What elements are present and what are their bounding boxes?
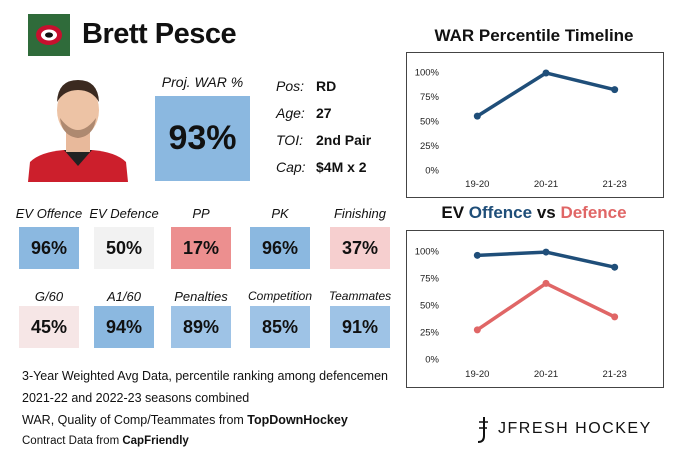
toi-value: 2nd Pair	[316, 132, 372, 148]
stat-box-pk: 96%	[250, 227, 310, 269]
note-seasons: 2021-22 and 2022-23 seasons combined	[22, 391, 250, 405]
ev-line-defence	[476, 281, 616, 332]
stat-label-g60: G/60	[34, 289, 64, 304]
war-point-war	[542, 69, 550, 77]
brand-name: JFRESH HOCKEY	[498, 420, 652, 437]
stat-box-penalties: 89%	[171, 306, 231, 348]
stat-box-a160: 94%	[94, 306, 154, 348]
note-data-method: 3-Year Weighted Avg Data, percentile ran…	[22, 369, 388, 383]
stat-label-penalties: Penalties	[174, 289, 228, 304]
toi-label: TOI:	[276, 132, 303, 148]
war-ytick: 100%	[415, 68, 440, 79]
note-war-source: WAR, Quality of Comp/Teammates from TopD…	[22, 413, 348, 427]
stat-box-g60: 45%	[19, 306, 79, 348]
chart-frame-war: 100% 75% 50% 25% 0% 19-20 20-21 21-23	[406, 52, 664, 198]
ev-point-defence	[611, 313, 619, 321]
ev-ytick: 75%	[420, 274, 440, 285]
ev-point-offence	[611, 263, 619, 271]
war-xtick: 19-20	[465, 179, 489, 190]
stat-box-pp: 17%	[171, 227, 231, 269]
war-ytick: 50%	[420, 117, 440, 128]
stat-label-pp: PP	[192, 206, 210, 221]
stat-box-competition: 85%	[250, 306, 310, 348]
note-war-source-prefix: WAR, Quality of Comp/Teammates from	[22, 413, 248, 427]
stat-label-ev-defence: EV Defence	[89, 206, 159, 221]
note-war-source-name: TopDownHockey	[247, 413, 348, 427]
chart-frame-ev: 100% 75% 50% 25% 0% 19-20 20-21 21-23	[406, 230, 664, 388]
chart-title-ev-lead: EV	[441, 203, 469, 222]
stat-box-teammates: 91%	[330, 306, 390, 348]
chart-title-ev: EV Offence vs Defence	[400, 203, 668, 223]
war-point-war	[473, 112, 481, 120]
war-ytick: 0%	[425, 166, 439, 177]
war-ytick: 75%	[420, 92, 440, 103]
age-value: 27	[316, 105, 332, 121]
cap-label: Cap:	[276, 159, 306, 175]
war-point-war	[611, 86, 619, 94]
proj-war-value: 93%	[155, 96, 250, 181]
chart-title-ev-mid: vs	[532, 203, 561, 222]
proj-war-label: Proj. WAR %	[161, 74, 244, 90]
team-logo	[28, 14, 70, 56]
note-contract-source: Contract Data from CapFriendly	[22, 435, 189, 447]
ev-point-defence	[542, 279, 550, 287]
chart-title-ev-defence: Defence	[560, 203, 627, 222]
jfresh-logo-icon	[477, 417, 488, 443]
war-ytick: 25%	[420, 141, 440, 152]
ev-ytick: 100%	[415, 247, 440, 258]
player-photo	[28, 80, 128, 182]
ev-xtick: 19-20	[465, 369, 489, 380]
ev-point-defence	[473, 326, 481, 334]
chart-ev-offence-defence: 100% 75% 50% 25% 0% 19-20 20-21 21-23	[415, 247, 627, 381]
chart-title-ev-offence: Offence	[468, 203, 533, 222]
stat-box-finishing: 37%	[330, 227, 390, 269]
stat-label-teammates: Teammates	[328, 289, 392, 303]
stat-label-ev-offence: EV Offence	[15, 206, 83, 221]
hurricanes-logo-icon	[36, 25, 62, 45]
chart-title-war: WAR Percentile Timeline	[434, 26, 634, 45]
war-xtick: 20-21	[534, 179, 558, 190]
stat-box-ev-offence: 96%	[19, 227, 79, 269]
war-xtick: 21-23	[603, 179, 627, 190]
stat-label-finishing: Finishing	[333, 206, 387, 221]
note-contract-source-name: CapFriendly	[122, 435, 189, 447]
ev-xtick: 20-21	[534, 369, 558, 380]
cap-value: $4M x 2	[316, 159, 367, 175]
ev-xtick: 21-23	[603, 369, 627, 380]
note-contract-source-prefix: Contract Data from	[22, 435, 123, 447]
pos-value: RD	[316, 78, 337, 94]
war-line-war	[476, 71, 616, 118]
ev-point-offence	[473, 251, 481, 259]
stat-label-a160: A1/60	[107, 289, 141, 304]
chart-war-timeline: 100% 75% 50% 25% 0% 19-20 20-21 21-23	[415, 68, 627, 191]
stat-label-competition: Competition	[247, 289, 313, 303]
pos-label: Pos:	[276, 78, 305, 94]
ev-ytick: 25%	[420, 328, 440, 339]
age-label: Age:	[276, 105, 305, 121]
ev-point-offence	[542, 248, 550, 256]
stat-box-ev-defence: 50%	[94, 227, 154, 269]
ev-ytick: 0%	[425, 355, 439, 366]
stat-label-pk: PK	[271, 206, 289, 221]
player-name: Brett Pesce	[82, 18, 237, 50]
ev-ytick: 50%	[420, 301, 440, 312]
